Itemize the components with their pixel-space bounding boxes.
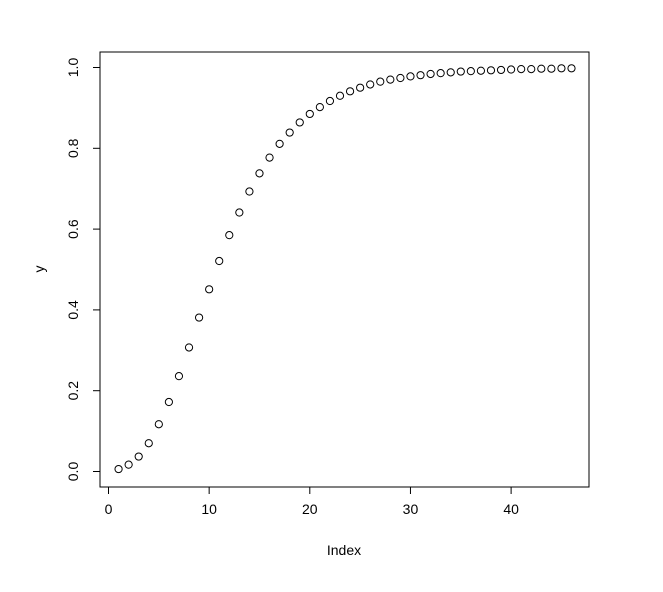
data-point bbox=[356, 83, 365, 92]
y-axis: 0.0 0.2 0.4 0.6 0.8 1.0 bbox=[65, 58, 101, 482]
data-point bbox=[507, 65, 516, 74]
data-point bbox=[396, 73, 405, 83]
data-point bbox=[567, 64, 576, 73]
data-point bbox=[295, 118, 304, 127]
data-point bbox=[205, 285, 214, 294]
data-point bbox=[557, 64, 566, 73]
data-point bbox=[366, 80, 375, 89]
data-point bbox=[154, 420, 163, 429]
data-point bbox=[265, 153, 274, 162]
data-point bbox=[124, 460, 133, 469]
data-point bbox=[527, 65, 536, 74]
data-point bbox=[164, 397, 173, 407]
data-point bbox=[235, 208, 244, 217]
y-tick-label: 0.0 bbox=[65, 462, 81, 482]
data-point bbox=[275, 139, 284, 148]
data-point bbox=[114, 464, 123, 474]
data-point bbox=[476, 66, 486, 75]
data-point bbox=[245, 187, 254, 196]
x-tick-label: 20 bbox=[302, 501, 318, 517]
y-tick-label: 0.8 bbox=[65, 138, 81, 158]
data-point bbox=[436, 69, 445, 78]
data-point bbox=[456, 67, 465, 76]
x-axis-title: Index bbox=[327, 542, 361, 558]
data-point bbox=[376, 77, 385, 86]
data-point bbox=[416, 71, 425, 80]
x-axis: 0 10 20 30 40 bbox=[105, 486, 519, 517]
y-axis-title: y bbox=[31, 266, 47, 273]
data-point bbox=[325, 96, 335, 106]
data-points bbox=[114, 64, 576, 474]
data-point bbox=[255, 169, 264, 178]
data-point bbox=[426, 69, 435, 79]
x-tick-label: 10 bbox=[201, 501, 217, 517]
data-point bbox=[547, 64, 556, 73]
data-point bbox=[517, 65, 526, 74]
y-tick-label: 0.4 bbox=[65, 300, 81, 320]
data-point bbox=[537, 64, 546, 73]
data-point bbox=[496, 65, 506, 75]
x-tick-label: 30 bbox=[403, 501, 419, 517]
x-tick-label: 0 bbox=[105, 501, 113, 517]
data-point bbox=[335, 91, 345, 100]
data-point bbox=[285, 128, 294, 137]
data-point bbox=[194, 313, 204, 322]
data-point bbox=[225, 231, 234, 240]
data-point bbox=[144, 439, 153, 448]
data-point bbox=[446, 68, 455, 77]
data-point bbox=[345, 87, 355, 96]
data-point bbox=[184, 343, 194, 352]
data-point bbox=[174, 372, 184, 381]
data-point bbox=[315, 102, 324, 112]
data-point bbox=[406, 72, 415, 81]
data-point bbox=[134, 452, 143, 461]
y-tick-label: 0.6 bbox=[65, 219, 81, 239]
data-point bbox=[215, 256, 224, 266]
data-point bbox=[466, 67, 475, 76]
y-tick-label: 1.0 bbox=[65, 58, 81, 78]
x-tick-label: 40 bbox=[503, 501, 519, 517]
data-point bbox=[486, 66, 496, 75]
data-point bbox=[305, 109, 314, 119]
data-point bbox=[386, 75, 395, 84]
y-tick-label: 0.2 bbox=[65, 381, 81, 401]
